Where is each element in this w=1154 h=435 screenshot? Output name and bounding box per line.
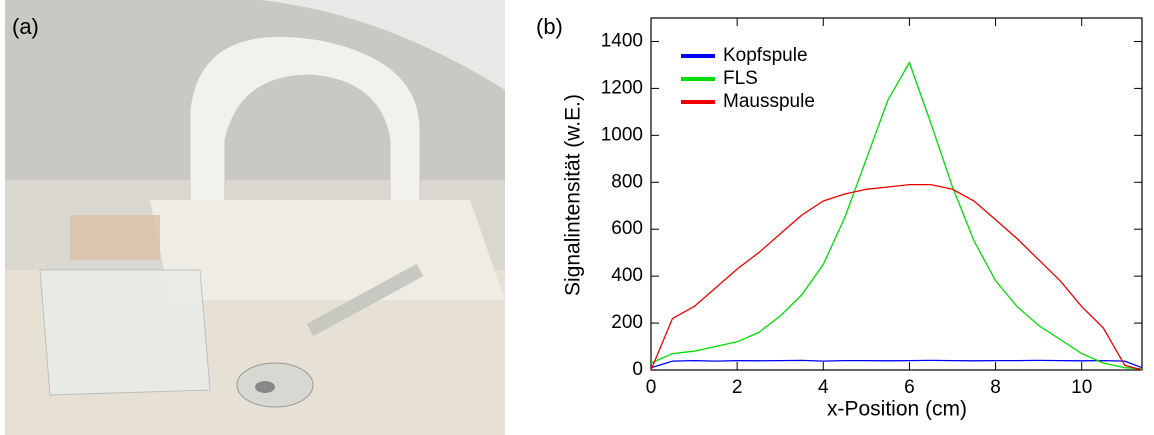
- y-tick-label: 0: [632, 359, 643, 380]
- photo: [5, 0, 505, 435]
- x-tick-label: 4: [818, 377, 829, 398]
- legend-label: Mausspule: [723, 91, 815, 112]
- x-tick-label: 2: [732, 377, 743, 398]
- plot-frame: [650, 17, 1143, 371]
- panel-label: (b): [536, 14, 563, 39]
- y-axis-label: Signalintensität (w.E.): [562, 94, 585, 296]
- data-line: [650, 183, 1143, 371]
- legend-label: FLS: [723, 68, 758, 89]
- x-axis-label: x-Position (cm): [827, 398, 967, 421]
- y-tick-label: 400: [611, 265, 643, 286]
- x-tick-label: 6: [904, 377, 915, 398]
- y-tick-label: 600: [611, 218, 643, 239]
- y-tick-label: 1000: [601, 124, 643, 145]
- y-tick-label: 800: [611, 171, 643, 192]
- x-tick-label: 8: [990, 377, 1001, 398]
- x-tick-label: 0: [646, 377, 657, 398]
- data-line: [650, 61, 1143, 370]
- data-line: [650, 359, 1143, 369]
- y-tick-label: 1400: [601, 30, 643, 51]
- y-tick-label: 1200: [601, 77, 643, 98]
- panel-label: (a): [12, 14, 39, 39]
- y-tick-label: 200: [611, 312, 643, 333]
- x-tick-label: 10: [1071, 377, 1092, 398]
- legend-label: Kopfspule: [723, 45, 808, 66]
